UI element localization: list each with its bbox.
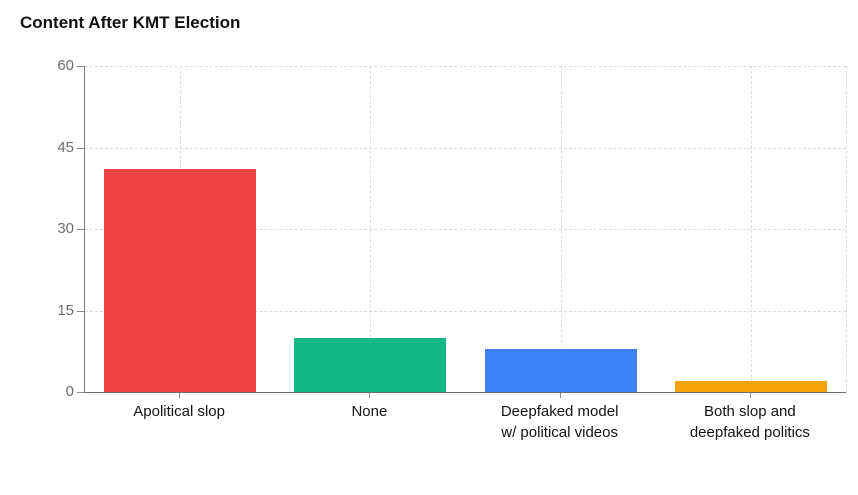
y-tick-mark [77,229,84,230]
y-tick-label: 0 [65,383,74,400]
y-tick-label: 60 [57,57,74,74]
bar [104,169,257,392]
x-tick-mark [559,393,561,398]
gridline-vertical [370,66,372,392]
x-tick-label-line: deepfaked politics [689,424,810,441]
plot-right-border [846,66,847,392]
gridline-horizontal [85,66,846,67]
bar [484,348,637,392]
y-tick-mark [77,66,84,67]
y-tick-mark [77,147,84,149]
chart-title: Content After KMT Election [20,13,241,32]
gridline-vertical [750,66,752,392]
x-tick-label: Deepfaked model w/ political videos [465,401,655,443]
x-tick-label-line: w/ political videos [501,424,618,441]
x-tick-mark [749,393,751,398]
gridline-horizontal [85,229,846,230]
y-tick-mark [77,392,84,393]
y-tick-label: 30 [57,220,74,237]
y-tick-label: 15 [57,301,74,319]
bar [674,381,827,392]
x-tick-label-line: Deepfaked model [500,403,619,420]
bar [294,337,447,392]
plot-area [84,66,847,393]
x-tick-mark [179,393,181,398]
x-tick-label: None [274,401,464,422]
x-tick-label-line: Both slop and [704,403,796,420]
gridline-horizontal [85,147,846,149]
y-tick-mark [77,310,84,312]
gridline-horizontal [85,310,846,312]
gridline-vertical [560,66,562,392]
x-tick-label-line: None [351,403,388,420]
x-tick-label: Both slop and deepfaked politics [655,401,845,443]
x-tick-label-line: Apolitical slop [133,403,225,420]
x-tick-mark [369,393,371,398]
y-tick-label: 45 [57,138,74,156]
x-tick-label: Apolitical slop [84,401,274,422]
